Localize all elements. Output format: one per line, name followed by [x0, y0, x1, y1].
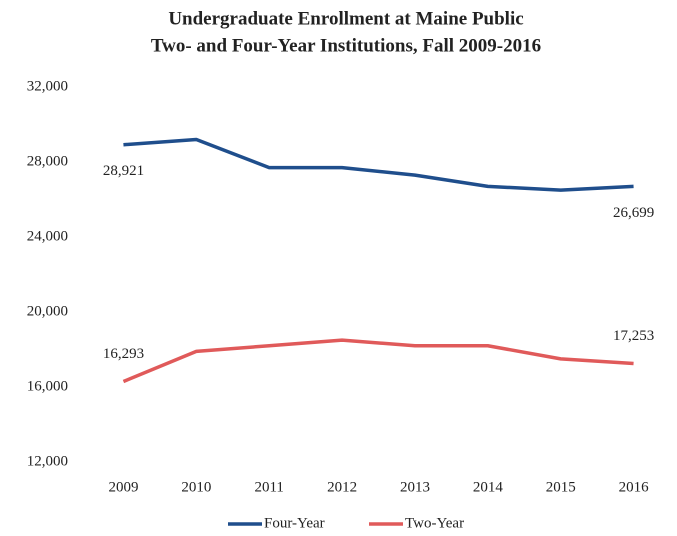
x-tick-label: 2014	[473, 479, 504, 495]
series-line	[123, 137, 634, 192]
x-tick-label: 2013	[400, 479, 430, 495]
series-line	[122, 338, 634, 384]
y-tick-label: 12,000	[27, 453, 68, 469]
x-tick-label: 2015	[546, 479, 576, 495]
legend-label: Four-Year	[264, 515, 325, 531]
y-tick-label: 24,000	[27, 228, 68, 244]
legend-label: Two-Year	[405, 515, 464, 531]
x-tick-label: 2012	[327, 479, 357, 495]
x-tick-label: 2016	[619, 479, 650, 495]
data-label: 26,699	[613, 205, 654, 221]
y-tick-label: 20,000	[27, 303, 68, 319]
chart-title: Undergraduate Enrollment at Maine Public	[168, 8, 523, 29]
y-tick-label: 32,000	[27, 78, 68, 94]
x-tick-label: 2011	[254, 479, 283, 495]
chart-title: Two- and Four-Year Institutions, Fall 20…	[151, 35, 541, 56]
y-tick-label: 16,000	[27, 378, 68, 394]
data-label: 16,293	[103, 346, 144, 362]
y-tick-label: 28,000	[27, 153, 68, 169]
data-label: 17,253	[613, 328, 654, 344]
x-tick-label: 2009	[108, 479, 138, 495]
x-tick-label: 2010	[181, 479, 211, 495]
data-label: 28,921	[103, 163, 144, 179]
